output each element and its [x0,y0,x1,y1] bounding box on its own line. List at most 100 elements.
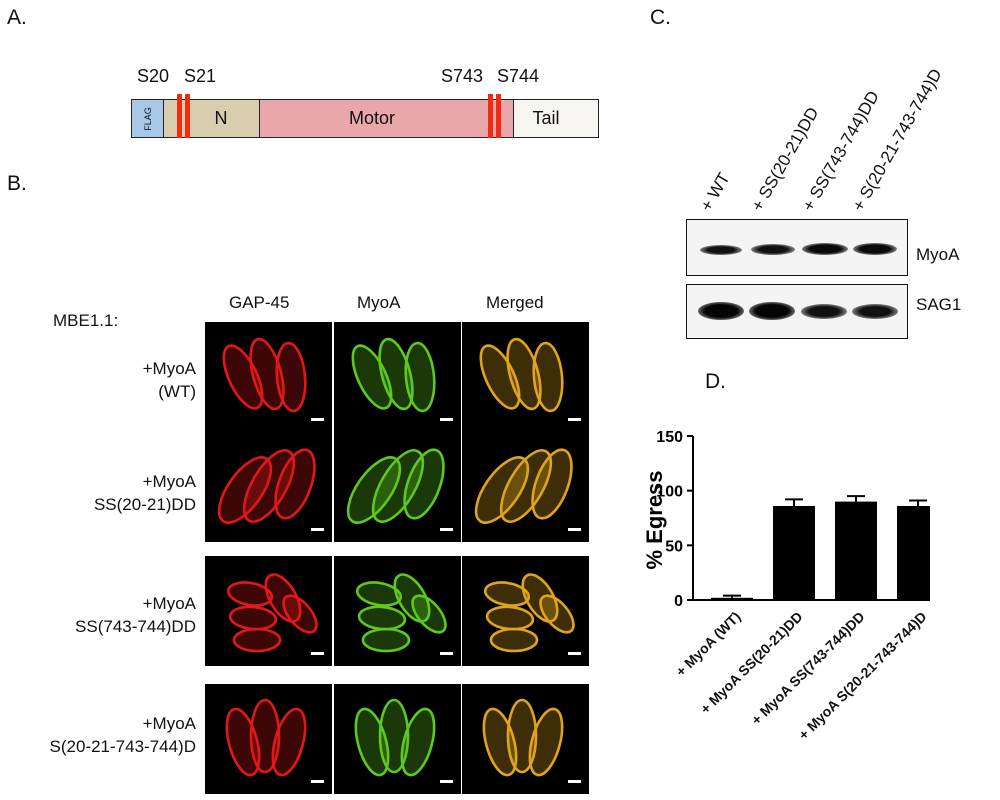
site-label-s20: S20 [137,66,170,86]
blot-band [802,243,848,255]
blot-row-label-sag1: SAG1 [916,295,962,314]
row-label-ss20-21dd-line1: +MyoA [142,472,196,491]
channel-header-gap45: GAP-45 [229,293,290,312]
micrograph-gap45-wt [205,322,332,432]
micrograph-image [346,448,453,531]
parasite-outline [506,337,542,411]
micrograph-image [482,698,581,783]
bar [835,501,877,600]
micrograph-gap45-ss743-744dd [205,556,332,666]
scale-bar [440,652,453,655]
micrograph-image [474,448,581,531]
micrograph-image [479,337,581,421]
y-tick-label: 150 [656,429,683,446]
parasite-outline [371,449,425,523]
panel-label-c: C. [650,6,671,29]
scale-bar [311,780,324,783]
panel-label-b: B. [7,172,27,195]
site-marker-s21 [185,94,190,138]
y-tick-label: 50 [665,538,683,555]
micrograph-image [222,337,324,421]
micrograph-image [483,573,581,655]
scale-bar [440,780,453,783]
blot-band [700,245,742,255]
n-domain-label: N [214,108,228,128]
blot-band [749,302,795,320]
flag-domain-label: FLAG [142,106,153,131]
micrograph-merged-s20-21-743-744d [462,684,589,794]
parasite-outline [264,573,302,623]
parasite-outline [361,627,411,653]
parasite-outline [378,337,414,411]
micrograph-image [226,573,324,655]
micrograph-image [354,698,453,783]
row-label-ss20-21dd-line2: SS(20-21)DD [93,495,196,514]
site-label-s744: S744 [497,66,540,86]
panel-label-d: D. [705,370,726,393]
micrograph-myoa-ss743-744dd [334,556,461,666]
parasite-outline [228,605,278,631]
row-label-s20-21-743-744d: +MyoA S(20-21-743-744)D [46,712,196,758]
parasite-outline [393,573,431,623]
blot-lane-label-wt: + WT [696,169,734,215]
parasite-outline [532,341,564,413]
micrograph-image [355,573,453,655]
channel-header-myoa: MyoA [357,293,401,312]
scale-bar [440,418,453,421]
parasite-outline [232,627,282,653]
parasite-outline [483,581,531,607]
site-marker-s743 [488,94,493,138]
scale-bar [568,418,581,421]
parasite-outline [351,344,393,410]
parasite-outline [411,594,447,634]
scale-bar [568,652,581,655]
parasite-outline [485,605,535,631]
parasite-outline [499,449,553,523]
micrograph-gap45-ss20-21dd [205,432,332,542]
row-label-ss743-744dd-line2: SS(743-744)DD [75,617,196,636]
bar [711,597,753,600]
tail-domain-label: Tail [532,108,560,128]
blot-lane-label-s20-21-743-744d: + S(20-21-743-744)D [848,65,946,215]
row-label-ss743-744dd: +MyoA SS(743-744)DD [46,592,196,638]
row-label-s20-21-743-744d-line1: +MyoA [142,714,196,733]
parasite-outline [226,581,274,607]
row-label-wt-line2: (WT) [158,382,196,401]
scale-bar [568,780,581,783]
site-label-s743: S743 [441,66,484,86]
blot-band [852,304,898,319]
blot-row-label-myoa: MyoA [916,245,960,264]
panel-label-a: A. [7,6,27,29]
row-label-ss20-21dd: +MyoA SS(20-21)DD [46,470,196,516]
scale-bar [440,528,453,531]
y-axis-title: % Egress [642,470,667,569]
micrograph-myoa-ss20-21dd [334,432,461,542]
blot-band [853,243,897,255]
parasite-outline [222,344,264,410]
row-label-s20-21-743-744d-line2: S(20-21-743-744)D [49,737,196,756]
parasite-outline [282,594,318,634]
parasite-outline [355,581,403,607]
parasite-outline [242,449,296,523]
tail-domain: Tail [513,99,599,138]
egress-bar-chart: 0 50 100 150 % Egress [642,429,930,610]
strain-label: MBE1.1: [53,311,119,330]
bar [773,505,815,600]
parasite-outline [539,594,575,634]
micrograph-merged-wt [462,322,589,432]
scale-bar [311,652,324,655]
scale-bar [311,418,324,421]
parasite-outline [400,707,436,777]
parasite-outline [275,341,307,413]
blot-band [751,244,795,255]
blot-myoa-strip [686,219,908,276]
bar [897,505,930,600]
micrograph-image [217,448,324,531]
parasite-outline [271,707,307,777]
parasite-outline [404,341,436,413]
motor-domain: Motor [259,99,515,138]
scale-bar [568,528,581,531]
micrograph-merged-ss743-744dd [462,556,589,666]
site-marker-s744 [496,94,501,138]
row-label-wt: +MyoA (WT) [46,357,196,403]
